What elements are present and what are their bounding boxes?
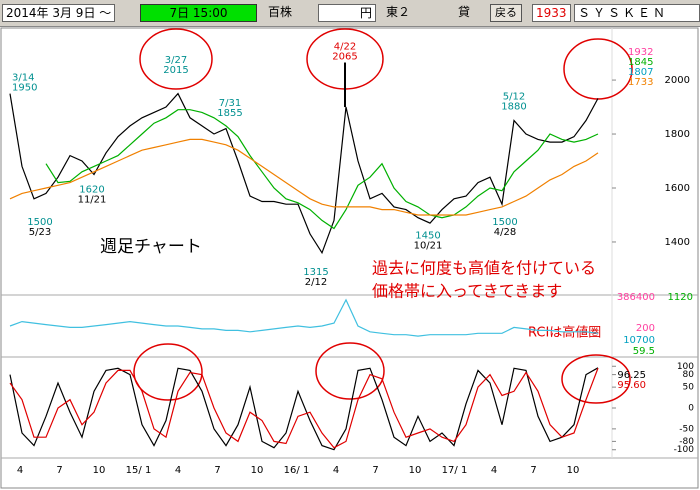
y-tick-label: 1600 [665,183,690,194]
point-price: 2015 [163,65,188,76]
x-tick-label: 7 [56,465,62,476]
y-tick-label: 0 [688,404,694,414]
point-date: 5/23 [29,227,51,238]
last-value: 96.25 [617,370,646,381]
x-tick-label: 15/ 1 [126,465,152,476]
point-price: 1855 [217,108,242,119]
x-tick-label: 10 [567,465,580,476]
y-tick-label: 80 [683,370,695,380]
side-label: 386400 [617,292,655,303]
last-value: 95.60 [617,380,646,391]
chart-title: 週足チャート [100,237,202,257]
point-price: 1315 [303,267,328,278]
series-line [9,298,599,337]
point-price: 1450 [415,230,440,241]
x-tick-label: 7 [530,465,536,476]
unit: 百株 [268,5,293,19]
x-tick-label: 7 [214,465,220,476]
point-price: 1620 [79,185,104,196]
point-date: 7/31 [219,98,241,109]
side-label: 10700 [623,335,655,346]
x-tick-label: 4 [333,465,339,476]
side-label: 1120 [668,292,693,303]
series-line [9,367,599,449]
point-date: 5/12 [503,91,525,102]
y-tick-label: -50 [679,424,694,434]
series-line [45,109,599,230]
series-line [9,138,599,216]
x-tick-label: 7 [372,465,378,476]
y-tick-label: 50 [683,383,695,393]
side-label: 59.5 [633,346,655,357]
x-tick-label: 16/ 1 [284,465,310,476]
annotation: 価格帯に入ってきてきます [372,282,562,301]
annotation: 過去に何度も高値を付けている [372,259,596,278]
frame [0,27,699,489]
y-tick-label: -100 [674,445,695,455]
point-price: 1880 [501,101,526,112]
annotation: RCIは高値圏 [528,325,601,341]
stock-code: 1933 [532,4,571,22]
side-label: 200 [636,323,655,334]
back-button[interactable]: 戻る [490,4,522,22]
point-date: 2/12 [305,277,327,288]
toolbar: 2014年 3月 9日 ～ 7日 15:00 百株 円 東２ 貸 戻る 1933… [0,0,700,27]
side-label: 1807 [628,67,653,78]
x-tick-label: 4 [491,465,497,476]
series-line [9,367,599,451]
market: 東２ [386,5,411,19]
series-line [9,92,599,255]
stock-name: ＳＹＳＫＥＮ [574,4,700,22]
side-label: 1845 [628,57,653,68]
side-label: 1733 [628,77,653,88]
x-tick-label: 10 [409,465,422,476]
x-tick-label: 10 [251,465,264,476]
point-date: 3/14 [12,73,34,84]
x-tick-label: 10 [93,465,106,476]
currency-select[interactable]: 円 [318,4,376,22]
y-tick-label: 2000 [665,75,690,86]
y-tick-label: 100 [677,362,694,372]
date: 2014年 3月 9日 ～ [2,4,116,22]
y-tick-label: 1400 [665,237,690,248]
y-tick-label: 1800 [665,129,690,140]
x-tick-label: 4 [175,465,181,476]
point-price: 1500 [27,217,52,228]
side-label: 1932 [628,47,653,58]
lend: 貸 [458,5,471,19]
point-date: 4/28 [494,227,516,238]
chart: 週足チャート 過去に何度も高値を付けている 価格帯に入ってきてきます RCIは高… [0,27,699,489]
point-date: 11/21 [78,195,107,206]
x-tick-label: 4 [17,465,23,476]
point-date: 3/27 [165,55,187,66]
x-tick-label: 17/ 1 [442,465,468,476]
point-date: 4/22 [334,42,356,53]
y-tick-label: -80 [679,437,694,447]
highlight-circles [133,28,633,404]
point-date: 10/21 [414,240,443,251]
point-price: 2065 [332,52,357,63]
point-price: 1500 [492,217,517,228]
time: 7日 15:00 [140,4,257,22]
point-price: 1950 [12,83,37,94]
